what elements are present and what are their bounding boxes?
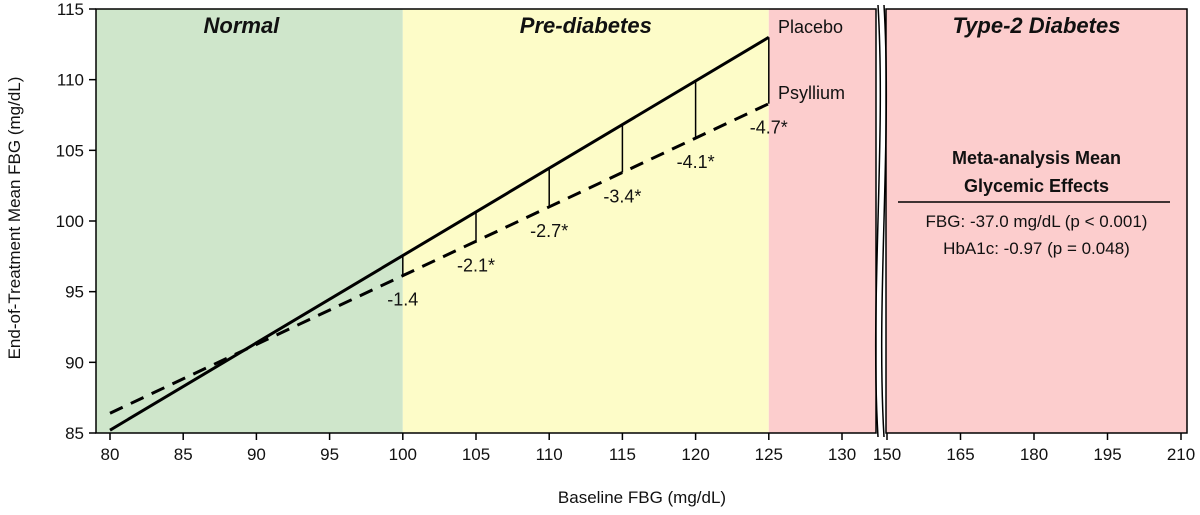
- x-tick-label-115: 115: [609, 445, 636, 464]
- y-tick-label-105: 105: [56, 141, 84, 160]
- y-axis-title: End-of-Treatment Mean FBG (mg/dL): [5, 77, 24, 360]
- difference-label-110: -2.7*: [530, 221, 568, 241]
- box-line-1: FBG: -37.0 mg/dL (p < 0.001): [926, 212, 1148, 231]
- zone-title-normal: Normal: [204, 13, 281, 38]
- x-tick-label-130: 130: [828, 445, 856, 464]
- x-tick-label-180: 180: [1020, 445, 1048, 464]
- y-tick-label-90: 90: [65, 353, 84, 372]
- series-lines: [109, 35, 770, 432]
- zone-title-prediabetes: Pre-diabetes: [520, 13, 652, 38]
- x-tick-label-100: 100: [389, 445, 417, 464]
- zone-normal: [96, 9, 403, 433]
- x-tick-label-80: 80: [101, 445, 120, 464]
- x-tick-label-90: 90: [247, 445, 266, 464]
- x-tick-label-85: 85: [174, 445, 193, 464]
- series-label-psyllium: Psyllium: [778, 83, 845, 103]
- zone-title-diabetes: Type-2 Diabetes: [953, 13, 1121, 38]
- x-tick-label-125: 125: [755, 445, 783, 464]
- x-tick-label-110: 110: [536, 445, 563, 464]
- x-tick-label-165: 165: [946, 445, 974, 464]
- y-tick-label-95: 95: [65, 283, 84, 302]
- axis-break-line-left: [874, 4, 882, 438]
- zone-prediabetes: [402, 9, 769, 433]
- x-tick-label-150: 150: [873, 445, 901, 464]
- right-panel-frame: [885, 8, 1188, 434]
- box-line-2: HbA1c: -0.97 (p = 0.048): [943, 239, 1130, 258]
- zone-diabetes: [768, 9, 876, 433]
- x-axis-title: Baseline FBG (mg/dL): [558, 488, 726, 507]
- meta-analysis-box: Meta-analysis Mean Glycemic Effects FBG: -…: [898, 148, 1170, 258]
- y-tick-label-85: 85: [65, 424, 84, 443]
- y-tick-label-110: 110: [57, 71, 84, 90]
- box-title-line-1: Meta-analysis Mean: [952, 148, 1121, 168]
- series-label-placebo: Placebo: [778, 17, 843, 37]
- x-tick-label-105: 105: [462, 445, 490, 464]
- zone-titles: Normal Pre-diabetes Type-2 Diabetes: [204, 13, 1121, 38]
- difference-label-115: -3.4*: [603, 186, 641, 206]
- series-line-placebo: [109, 35, 770, 432]
- difference-label-105: -2.1*: [457, 255, 495, 275]
- zone-backgrounds: [96, 9, 1187, 433]
- difference-label-100: -1.4: [387, 290, 418, 310]
- series-labels: Placebo Psyllium: [778, 17, 845, 103]
- axis-break-gap: [877, 3, 885, 451]
- box-title-line-2: Glycemic Effects: [964, 176, 1109, 196]
- y-tick-label-100: 100: [56, 212, 84, 231]
- x-tick-label-195: 195: [1093, 445, 1121, 464]
- x-tick-label-120: 120: [681, 445, 709, 464]
- difference-label-125: -4.7*: [750, 118, 788, 138]
- axis-break-line-right: [880, 4, 888, 438]
- y-tick-label-115: 115: [57, 0, 84, 19]
- zone-diabetes-right: [886, 9, 1187, 433]
- axes: 85 90 95 100 105 110 115 80 85 90 95 100 105 110 115 12…: [56, 0, 1196, 464]
- x-tick-label-95: 95: [320, 445, 339, 464]
- difference-label-120: -4.1*: [677, 152, 715, 172]
- difference-markers: -1.4 -2.1* -2.7* -3.4* -4.1* -4.7*: [387, 37, 788, 310]
- series-line-psyllium: [109, 102, 770, 415]
- x-tick-label-210: 210: [1167, 445, 1195, 464]
